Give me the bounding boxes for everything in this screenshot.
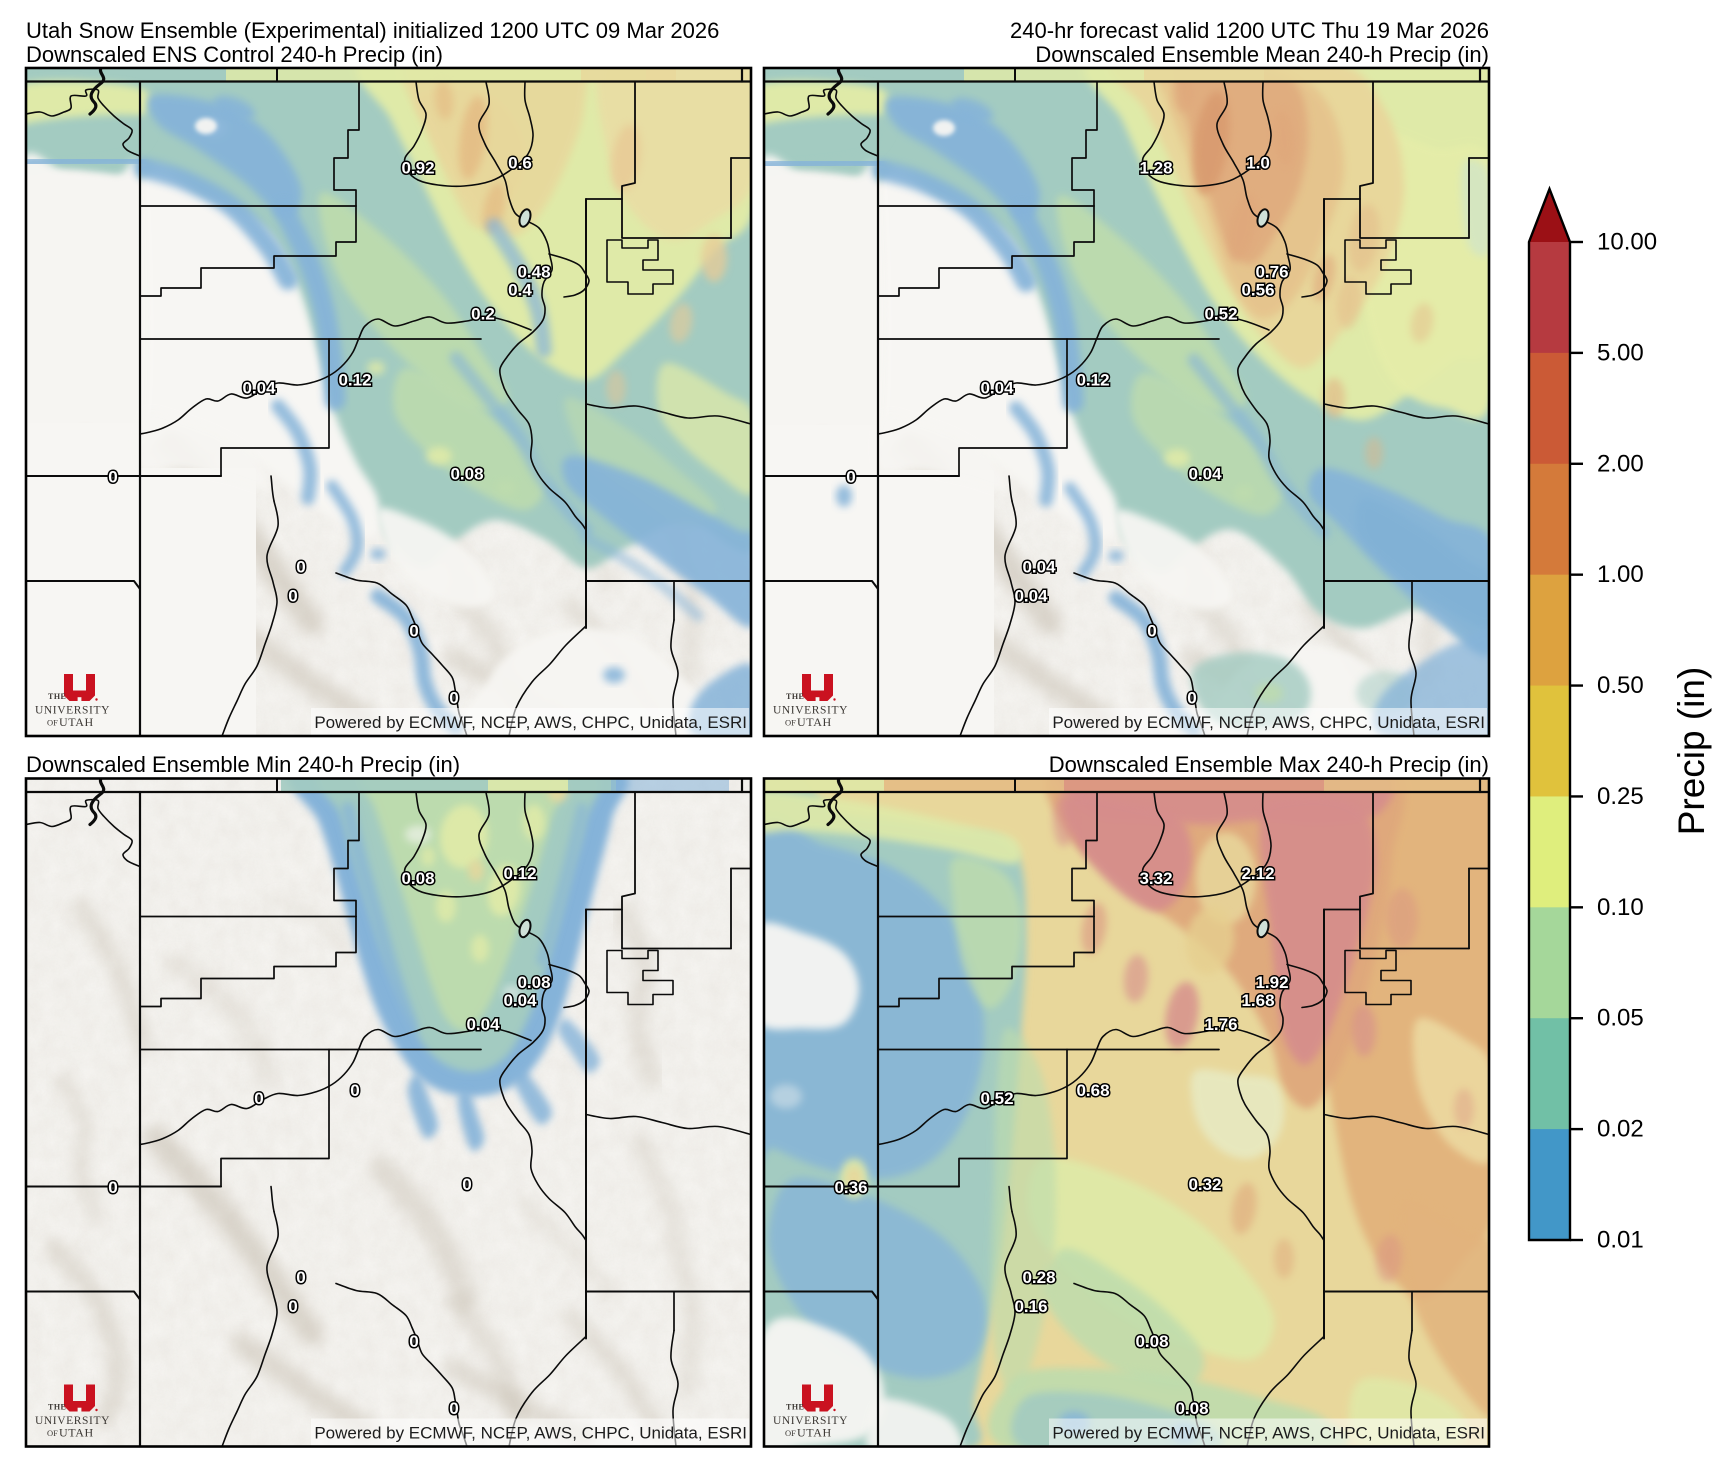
svg-text:0.4: 0.4 (508, 280, 532, 299)
svg-text:0.52: 0.52 (1204, 304, 1237, 323)
svg-text:0.56: 0.56 (1241, 280, 1274, 299)
svg-text:0.02: 0.02 (1597, 1116, 1644, 1143)
svg-text:3.32: 3.32 (1139, 869, 1172, 888)
svg-text:Precip (in): Precip (in) (1671, 667, 1712, 836)
svg-text:0.32: 0.32 (1188, 1175, 1221, 1194)
svg-text:0.12: 0.12 (1076, 370, 1109, 389)
svg-text:0.04: 0.04 (466, 1015, 500, 1034)
svg-text:0: 0 (254, 1089, 263, 1108)
svg-text:0.04: 0.04 (1014, 586, 1048, 605)
svg-text:Downscaled Ensemble Min 240-h: Downscaled Ensemble Min 240-h Precip (in… (26, 752, 460, 777)
svg-text:0: 0 (296, 1268, 305, 1287)
svg-text:0: 0 (296, 557, 305, 576)
svg-text:0.50: 0.50 (1597, 672, 1644, 699)
svg-text:0.04: 0.04 (980, 378, 1014, 397)
svg-text:1.76: 1.76 (1204, 1015, 1237, 1034)
svg-text:0: 0 (1147, 621, 1156, 640)
svg-text:0: 0 (449, 1399, 458, 1418)
svg-text:1.68: 1.68 (1241, 991, 1274, 1010)
svg-text:0.04: 0.04 (1022, 557, 1056, 576)
svg-text:0.6: 0.6 (508, 153, 532, 172)
svg-text:0: 0 (1187, 688, 1196, 707)
svg-text:Downscaled Ensemble Mean 240-h: Downscaled Ensemble Mean 240-h Precip (i… (1035, 42, 1489, 67)
svg-text:0.48: 0.48 (517, 262, 550, 281)
svg-text:0.08: 0.08 (450, 464, 483, 483)
svg-text:10.00: 10.00 (1597, 229, 1657, 256)
svg-text:0.28: 0.28 (1022, 1268, 1055, 1287)
svg-text:1.92: 1.92 (1255, 973, 1288, 992)
svg-text:1.00: 1.00 (1597, 561, 1644, 588)
svg-text:0.10: 0.10 (1597, 894, 1644, 921)
svg-text:2.12: 2.12 (1241, 864, 1274, 883)
svg-text:0: 0 (108, 467, 117, 486)
svg-text:0: 0 (449, 688, 458, 707)
svg-text:0.08: 0.08 (1135, 1332, 1168, 1351)
svg-text:240-hr forecast valid 1200 UTC: 240-hr forecast valid 1200 UTC Thu 19 Ma… (1010, 18, 1489, 43)
svg-text:5.00: 5.00 (1597, 339, 1644, 366)
svg-text:0.68: 0.68 (1076, 1081, 1109, 1100)
svg-text:Downscaled ENS Control 240-h P: Downscaled ENS Control 240-h Precip (in) (26, 42, 443, 67)
svg-text:0: 0 (350, 1081, 359, 1100)
svg-text:1.28: 1.28 (1139, 158, 1172, 177)
svg-text:0: 0 (462, 1175, 471, 1194)
svg-text:0: 0 (288, 1297, 297, 1316)
svg-text:0.05: 0.05 (1597, 1005, 1644, 1032)
svg-text:0.08: 0.08 (401, 869, 434, 888)
svg-text:0.04: 0.04 (503, 991, 537, 1010)
svg-text:0.16: 0.16 (1014, 1297, 1047, 1316)
svg-text:0: 0 (409, 621, 418, 640)
svg-text:0: 0 (108, 1178, 117, 1197)
svg-text:0.12: 0.12 (503, 864, 536, 883)
svg-text:0.08: 0.08 (517, 973, 550, 992)
svg-text:Utah Snow Ensemble (Experiment: Utah Snow Ensemble (Experimental) initia… (26, 18, 719, 43)
svg-text:0.92: 0.92 (401, 158, 434, 177)
svg-text:0.2: 0.2 (471, 304, 495, 323)
svg-text:0.76: 0.76 (1255, 262, 1288, 281)
svg-text:1.0: 1.0 (1246, 153, 1270, 172)
svg-text:0: 0 (846, 467, 855, 486)
svg-text:0.52: 0.52 (980, 1089, 1013, 1108)
svg-text:0.12: 0.12 (338, 370, 371, 389)
svg-text:0: 0 (288, 586, 297, 605)
svg-text:0.04: 0.04 (1188, 464, 1222, 483)
svg-text:0.01: 0.01 (1597, 1227, 1644, 1254)
svg-text:2.00: 2.00 (1597, 450, 1644, 477)
svg-text:Downscaled Ensemble Max 240-h: Downscaled Ensemble Max 240-h Precip (in… (1049, 752, 1489, 777)
svg-text:0.36: 0.36 (834, 1178, 867, 1197)
svg-text:0.25: 0.25 (1597, 783, 1644, 810)
svg-text:0.08: 0.08 (1175, 1399, 1208, 1418)
svg-text:0: 0 (409, 1332, 418, 1351)
svg-text:0.04: 0.04 (242, 378, 276, 397)
